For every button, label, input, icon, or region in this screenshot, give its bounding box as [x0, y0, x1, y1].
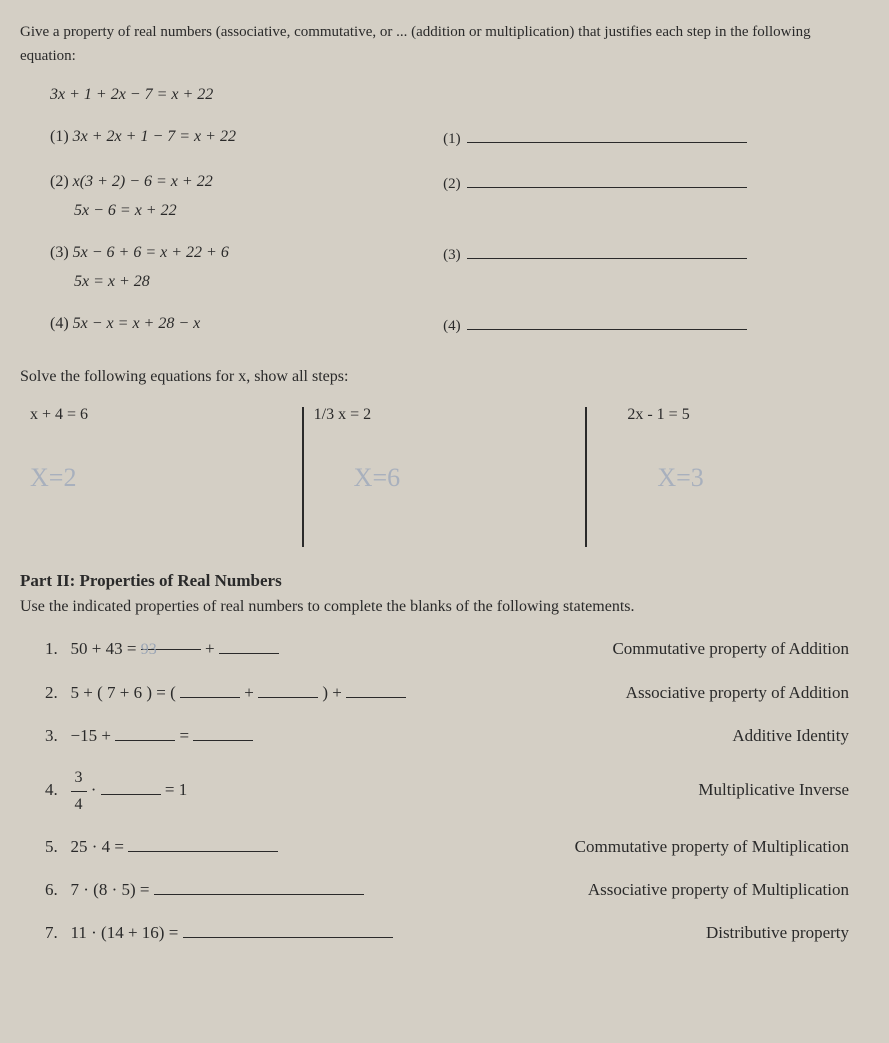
prop-hw: 93 — [141, 641, 157, 658]
prop-lhs: 25 · 4 = — [71, 837, 125, 856]
paren-plus: ) + — [322, 683, 342, 702]
answer-label-4: (4) — [443, 314, 461, 338]
step-3b: 5x = x + 28 — [50, 269, 443, 295]
answer-blank-3[interactable] — [467, 242, 747, 259]
step-num: (2) — [50, 173, 69, 190]
step-1: (1) 3x + 2x + 1 − 7 = x + 22 — [50, 124, 443, 150]
step-num: (1) — [50, 128, 69, 145]
prop-lhs: 5 + ( 7 + 6 ) = ( — [71, 683, 176, 702]
prop-blank[interactable] — [219, 639, 279, 654]
prop-blank[interactable] — [193, 726, 253, 741]
step-num: (3) — [50, 244, 69, 261]
prop-num: 3. — [45, 726, 58, 745]
prop-lhs: 11 · (14 + 16) = — [71, 923, 179, 942]
prop-num: 6. — [45, 880, 58, 899]
solve-hw-3: X=3 — [597, 457, 859, 499]
prop-lhs: −15 + — [71, 726, 111, 745]
prop-num: 4. — [45, 780, 58, 799]
step-eq: 3x + 2x + 1 − 7 = x + 22 — [73, 128, 236, 145]
prop-name: Commutative property of Multiplication — [431, 833, 869, 860]
prop-blank[interactable] — [101, 780, 161, 795]
step-3a: (3) 5x − 6 + 6 = x + 22 + 6 — [50, 240, 443, 266]
prop-row-6: 6. 7 · (8 · 5) = Associative property of… — [20, 876, 869, 903]
answer-blank-2[interactable] — [467, 171, 747, 188]
step-eq: 5x − 6 + 6 = x + 22 + 6 — [73, 244, 229, 261]
prop-lhs: 7 · (8 · 5) = — [71, 880, 150, 899]
answer-label-3: (3) — [443, 243, 461, 267]
step-2a: (2) x(3 + 2) − 6 = x + 22 — [50, 169, 443, 195]
prop-blank[interactable]: 93 — [141, 635, 201, 650]
prop-blank[interactable] — [183, 923, 393, 938]
prop-blank[interactable] — [154, 880, 364, 895]
step-eq: x(3 + 2) − 6 = x + 22 — [73, 173, 213, 190]
part2-sub: Use the indicated properties of real num… — [20, 594, 869, 620]
frac-den: 4 — [71, 792, 87, 818]
prop-num: 1. — [45, 639, 58, 658]
prop-name: Associative property of Addition — [431, 679, 869, 706]
prop-blank[interactable] — [115, 726, 175, 741]
answer-label-1: (1) — [443, 127, 461, 151]
prop-name: Multiplicative Inverse — [431, 776, 869, 803]
fraction: 3 4 — [71, 765, 87, 817]
prop-blank[interactable] — [346, 683, 406, 698]
prop-num: 2. — [45, 683, 58, 702]
prop-row-5: 5. 25 · 4 = Commutative property of Mult… — [20, 833, 869, 860]
solve-heading: Solve the following equations for x, sho… — [20, 364, 869, 390]
prop-row-4: 4. 3 4 · = 1 Multiplicative Inverse — [20, 765, 869, 817]
step-2b: 5x − 6 = x + 22 — [50, 198, 443, 224]
solve-eq-1: x + 4 = 6 — [30, 402, 292, 428]
prop-lhs: 50 + 43 = — [71, 639, 137, 658]
solve-hw-1: X=2 — [30, 457, 292, 499]
prop-blank[interactable] — [128, 837, 278, 852]
step-4: (4) 5x − x = x + 28 − x — [50, 311, 443, 337]
step-num: (4) — [50, 315, 69, 332]
prop-num: 7. — [45, 923, 58, 942]
eq-one: = 1 — [165, 780, 187, 799]
prop-name: Distributive property — [431, 919, 869, 946]
answer-label-2: (2) — [443, 172, 461, 196]
prop-row-3: 3. −15 + = Additive Identity — [20, 722, 869, 749]
dot: · — [91, 780, 101, 799]
prop-name: Commutative property of Addition — [431, 635, 869, 662]
solve-eq-2: 1/3 x = 2 — [314, 402, 576, 428]
prop-row-2: 2. 5 + ( 7 + 6 ) = ( + ) + Associative p… — [20, 679, 869, 706]
answer-blank-1[interactable] — [467, 126, 747, 143]
instruction-text: Give a property of real numbers (associa… — [20, 20, 869, 68]
solve-hw-2: X=6 — [314, 457, 576, 499]
top-equation: 3x + 1 + 2x − 7 = x + 22 — [50, 82, 443, 108]
prop-num: 5. — [45, 837, 58, 856]
plus-sign: + — [205, 639, 219, 658]
prop-row-7: 7. 11 · (14 + 16) = Distributive propert… — [20, 919, 869, 946]
part2-heading: Part II: Properties of Real Numbers — [20, 567, 869, 594]
prop-blank[interactable] — [258, 683, 318, 698]
prop-name: Additive Identity — [431, 722, 869, 749]
solve-eq-3: 2x - 1 = 5 — [597, 402, 859, 428]
frac-num: 3 — [71, 765, 87, 792]
prop-blank[interactable] — [180, 683, 240, 698]
prop-name: Associative property of Multiplication — [431, 876, 869, 903]
answer-blank-4[interactable] — [467, 313, 747, 330]
step-eq: 5x − x = x + 28 − x — [73, 315, 201, 332]
plus-sign: + — [244, 683, 254, 702]
prop-row-1: 1. 50 + 43 = 93 + Commutative property o… — [20, 635, 869, 662]
eq-sign: = — [179, 726, 193, 745]
